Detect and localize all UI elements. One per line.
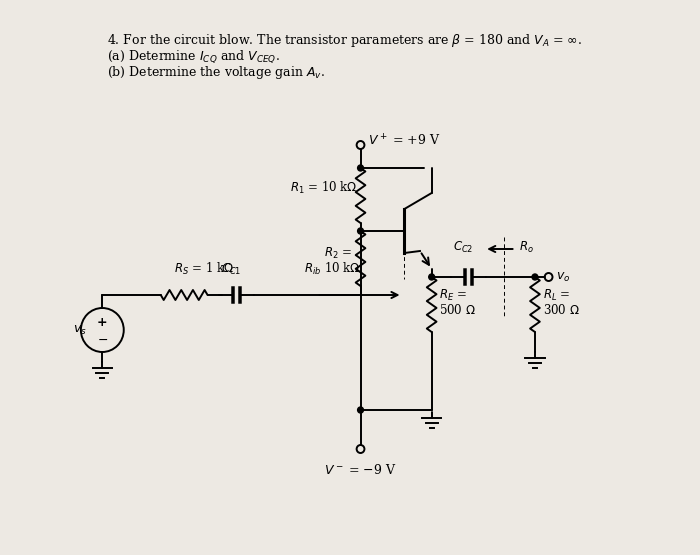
Text: $V^-$ = $-$9 V: $V^-$ = $-$9 V	[323, 463, 396, 477]
Text: $C_{C1}$: $C_{C1}$	[220, 262, 241, 277]
Circle shape	[356, 445, 365, 453]
Text: 4. For the circuit blow. The transistor parameters are $\beta$ = 180 and $V_A$ =: 4. For the circuit blow. The transistor …	[107, 32, 582, 49]
Circle shape	[428, 274, 435, 280]
Circle shape	[532, 274, 538, 280]
Text: +: +	[97, 315, 108, 329]
Text: $v_s$: $v_s$	[73, 324, 87, 336]
Text: (a) Determine $I_{CQ}$ and $V_{CEQ}$.: (a) Determine $I_{CQ}$ and $V_{CEQ}$.	[107, 48, 280, 65]
Circle shape	[358, 228, 363, 234]
Text: 300 $\Omega$: 300 $\Omega$	[542, 303, 580, 317]
Text: $C_{C2}$: $C_{C2}$	[453, 240, 473, 255]
Circle shape	[358, 165, 363, 171]
Text: $v_o$: $v_o$	[556, 270, 570, 284]
Text: 500 $\Omega$: 500 $\Omega$	[440, 303, 476, 317]
Text: $R_1$ = 10 k$\Omega$: $R_1$ = 10 k$\Omega$	[290, 180, 358, 196]
Text: $V^+$ = +9 V: $V^+$ = +9 V	[368, 133, 441, 149]
Text: $R_E$ =: $R_E$ =	[440, 287, 468, 302]
Text: $R_{ib}$: $R_{ib}$	[304, 262, 321, 277]
Text: $R_L$ =: $R_L$ =	[542, 287, 570, 302]
Text: $-$: $-$	[97, 332, 108, 346]
Text: 10 k$\Omega$: 10 k$\Omega$	[323, 261, 360, 275]
Text: (b) Determine the voltage gain $A_v$.: (b) Determine the voltage gain $A_v$.	[107, 64, 326, 81]
Text: $R_S$ = 1 k$\Omega$: $R_S$ = 1 k$\Omega$	[174, 261, 235, 277]
Circle shape	[545, 273, 552, 281]
Circle shape	[356, 141, 365, 149]
Text: $R_2$ =: $R_2$ =	[323, 245, 351, 260]
Circle shape	[358, 407, 363, 413]
Text: $R_o$: $R_o$	[519, 239, 534, 255]
